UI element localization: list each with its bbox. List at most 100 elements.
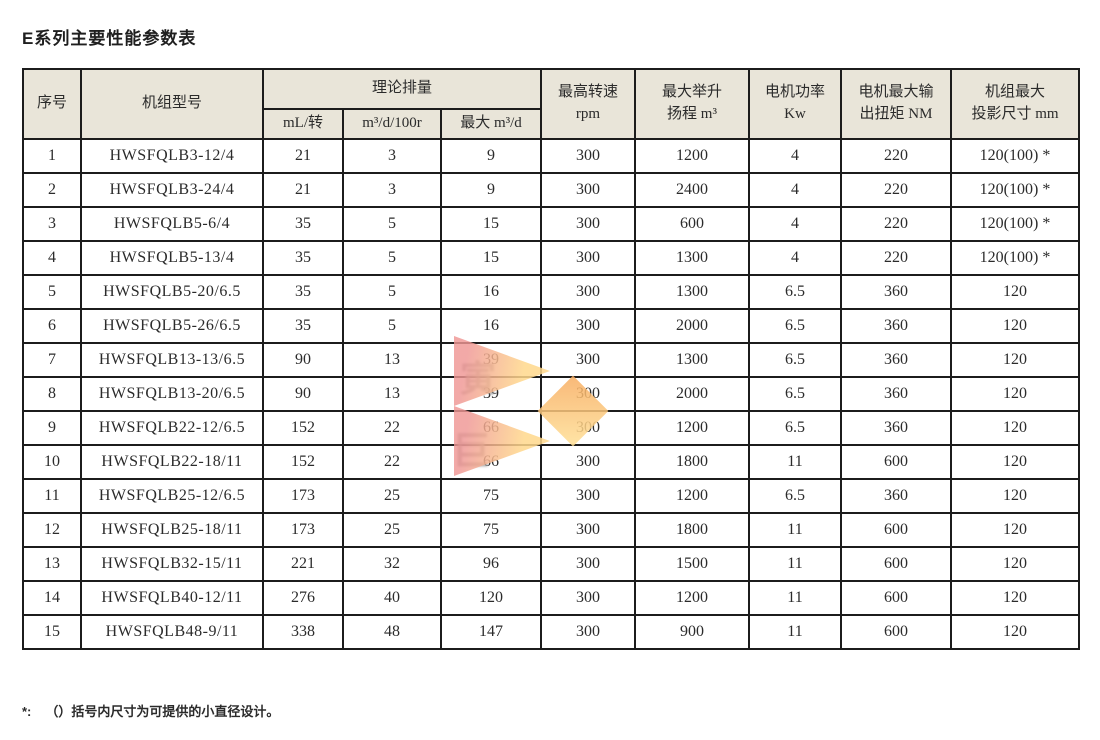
header-max-size: 机组最大 投影尺寸 mm bbox=[950, 68, 1080, 140]
table-cell: 220 bbox=[840, 172, 952, 208]
table-row: 4 HWSFQLB5-13/4 35 5 15 300 1300 4 220 120(100) * bbox=[22, 240, 1080, 276]
table-cell: 1800 bbox=[634, 512, 750, 548]
table-cell: 600 bbox=[840, 580, 952, 616]
table-cell: 360 bbox=[840, 376, 952, 412]
table-cell: 11 bbox=[748, 512, 842, 548]
table-cell: 12 bbox=[22, 512, 82, 548]
table-cell: 120 bbox=[950, 274, 1080, 310]
table-cell: 75 bbox=[440, 478, 542, 514]
table-cell: 300 bbox=[540, 138, 636, 174]
table-cell: 300 bbox=[540, 342, 636, 378]
table-row: 3 HWSFQLB5-6/4 35 5 15 300 600 4 220 120(100) * bbox=[22, 206, 1080, 242]
table-cell: 120 bbox=[950, 580, 1080, 616]
table-cell: HWSFQLB5-6/4 bbox=[80, 206, 264, 242]
table-cell: 120 bbox=[950, 376, 1080, 412]
table-cell: 11 bbox=[748, 444, 842, 480]
table-cell: 360 bbox=[840, 410, 952, 446]
table-cell: 6 bbox=[22, 308, 82, 344]
table-cell: 120 bbox=[950, 614, 1080, 650]
table-cell: HWSFQLB5-20/6.5 bbox=[80, 274, 264, 310]
header-max-speed: 最高转速 rpm bbox=[540, 68, 636, 140]
header-model: 机组型号 bbox=[80, 68, 264, 140]
table-body: 1 HWSFQLB3-12/4 21 3 9 300 1200 4 220 120(100) * 2… bbox=[22, 138, 1080, 650]
table-cell: 5 bbox=[342, 240, 442, 276]
table-cell: 900 bbox=[634, 614, 750, 650]
table-cell: 5 bbox=[22, 274, 82, 310]
table-cell: 338 bbox=[262, 614, 344, 650]
header-motor-power: 电机功率 Kw bbox=[748, 68, 842, 140]
table-cell: 120 bbox=[950, 546, 1080, 582]
table-cell: 221 bbox=[262, 546, 344, 582]
table-cell: 300 bbox=[540, 512, 636, 548]
table-cell: 11 bbox=[748, 614, 842, 650]
table-cell: 9 bbox=[440, 138, 542, 174]
footnote-marker: *: bbox=[22, 704, 32, 719]
table-cell: 4 bbox=[748, 172, 842, 208]
header-disp-per-100r: m³/d/100r bbox=[342, 108, 442, 140]
table-cell: HWSFQLB32-15/11 bbox=[80, 546, 264, 582]
table-cell: 300 bbox=[540, 444, 636, 480]
table-header: 序号 机组型号 理论排量 最高转速 rpm 最大举升 扬程 m³ 电机功率 Kw… bbox=[22, 68, 1080, 140]
spec-table: 序号 机组型号 理论排量 最高转速 rpm 最大举升 扬程 m³ 电机功率 Kw… bbox=[22, 68, 1080, 650]
table-row: 5 HWSFQLB5-20/6.5 35 5 16 300 1300 6.5 360 120 bbox=[22, 274, 1080, 310]
table-cell: 32 bbox=[342, 546, 442, 582]
table-cell: 1 bbox=[22, 138, 82, 174]
table-cell: 15 bbox=[440, 240, 542, 276]
table-cell: 35 bbox=[262, 274, 344, 310]
table-cell: 1300 bbox=[634, 274, 750, 310]
table-cell: 600 bbox=[840, 546, 952, 582]
table-cell: 1800 bbox=[634, 444, 750, 480]
table-cell: 75 bbox=[440, 512, 542, 548]
table-cell: 13 bbox=[342, 376, 442, 412]
table-cell: 39 bbox=[440, 342, 542, 378]
table-row: 12 HWSFQLB25-18/11 173 25 75 300 1800 11 600 120 bbox=[22, 512, 1080, 548]
table-cell: 5 bbox=[342, 274, 442, 310]
table-cell: 6.5 bbox=[748, 478, 842, 514]
table-cell: 6.5 bbox=[748, 342, 842, 378]
footnote: *: （）括号内尺寸为可提供的小直径设计。 bbox=[22, 701, 279, 720]
header-max-lift: 最大举升 扬程 m³ bbox=[634, 68, 750, 140]
table-cell: 173 bbox=[262, 478, 344, 514]
table-cell: 6.5 bbox=[748, 376, 842, 412]
table-cell: 600 bbox=[840, 512, 952, 548]
table-cell: 120(100) * bbox=[950, 172, 1080, 208]
table-cell: HWSFQLB3-24/4 bbox=[80, 172, 264, 208]
page-title: E系列主要性能参数表 bbox=[22, 29, 197, 48]
table-cell: 25 bbox=[342, 512, 442, 548]
header-disp-max: 最大 m³/d bbox=[440, 108, 542, 140]
table-row: 2 HWSFQLB3-24/4 21 3 9 300 2400 4 220 120(100) * bbox=[22, 172, 1080, 208]
table-cell: 300 bbox=[540, 478, 636, 514]
table-cell: 3 bbox=[342, 138, 442, 174]
table-row: 8 HWSFQLB13-20/6.5 90 13 39 300 2000 6.5 360 120 bbox=[22, 376, 1080, 412]
table-cell: 1300 bbox=[634, 342, 750, 378]
table-cell: 120 bbox=[950, 478, 1080, 514]
table-cell: 22 bbox=[342, 410, 442, 446]
table-cell: HWSFQLB5-13/4 bbox=[80, 240, 264, 276]
header-disp-per-rev: mL/转 bbox=[262, 108, 344, 140]
table-cell: HWSFQLB5-26/6.5 bbox=[80, 308, 264, 344]
table-cell: 21 bbox=[262, 138, 344, 174]
table-cell: 5 bbox=[342, 308, 442, 344]
table-cell: 300 bbox=[540, 546, 636, 582]
table-cell: 4 bbox=[22, 240, 82, 276]
table-cell: 21 bbox=[262, 172, 344, 208]
table-cell: 66 bbox=[440, 444, 542, 480]
table-cell: 16 bbox=[440, 274, 542, 310]
table-cell: 1200 bbox=[634, 580, 750, 616]
table-cell: 1300 bbox=[634, 240, 750, 276]
table-cell: 152 bbox=[262, 444, 344, 480]
table-cell: 360 bbox=[840, 308, 952, 344]
table-cell: 8 bbox=[22, 376, 82, 412]
table-cell: 13 bbox=[22, 546, 82, 582]
table-cell: 120 bbox=[950, 342, 1080, 378]
table-cell: 16 bbox=[440, 308, 542, 344]
table-cell: 4 bbox=[748, 206, 842, 242]
table-cell: 2 bbox=[22, 172, 82, 208]
table-cell: HWSFQLB3-12/4 bbox=[80, 138, 264, 174]
table-cell: 13 bbox=[342, 342, 442, 378]
table-cell: 1200 bbox=[634, 478, 750, 514]
table-cell: 66 bbox=[440, 410, 542, 446]
table-cell: 90 bbox=[262, 376, 344, 412]
table-cell: 300 bbox=[540, 580, 636, 616]
table-cell: 9 bbox=[440, 172, 542, 208]
